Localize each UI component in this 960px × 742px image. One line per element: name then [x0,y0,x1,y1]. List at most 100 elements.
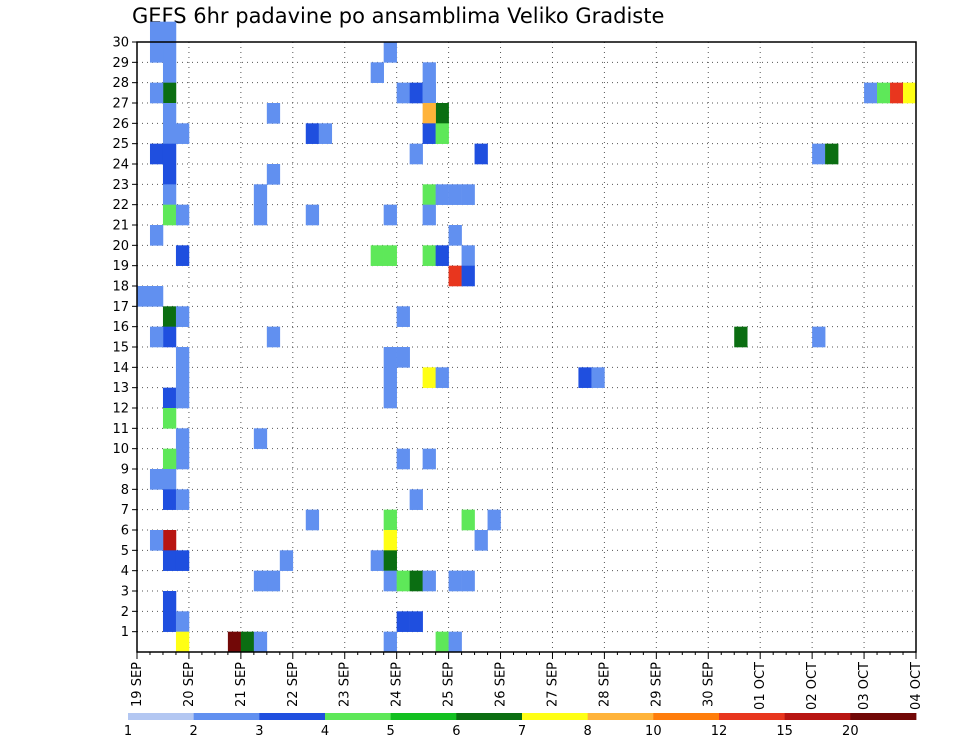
heatmap-cell [175,204,190,226]
heatmap-cell [409,570,423,592]
heatmap-cell [448,184,462,205]
heatmap-cell [162,489,177,510]
heatmap-cell [175,611,190,632]
y-tick-label: 24 [112,158,129,173]
x-tick-label: 04 OCT [909,662,924,710]
legend-swatch [325,713,392,720]
x-tick-label: 25 SEP [442,662,457,707]
x-tick-label: 26 SEP [494,662,509,707]
heatmap-cell [253,428,268,449]
y-tick-label: 18 [112,280,129,295]
x-tick-label: 30 SEP [701,662,716,707]
legend-swatch [259,713,326,720]
y-tick-label: 12 [112,402,129,417]
heatmap-cell [175,428,190,449]
heatmap-cell [383,42,397,63]
heatmap-cell [370,550,384,571]
heatmap-cell [409,82,423,104]
heatmap-cell [370,62,384,83]
heatmap-cell [461,245,475,266]
heatmap-cell [149,21,164,43]
heatmap-cell [162,184,177,205]
heatmap-cell [149,326,164,348]
y-tick-label: 26 [112,117,129,132]
heatmap-cell [175,550,190,571]
heatmap-cell [266,103,281,124]
y-tick-label: 17 [112,300,129,315]
heatmap-cell [253,184,268,205]
x-tick-label: 24 SEP [390,662,405,707]
heatmap-cell [162,326,177,348]
y-tick-label: 1 [121,625,129,640]
y-tick-label: 14 [112,361,129,376]
y-tick-label: 25 [112,137,129,152]
heatmap-cell [162,123,177,144]
heatmap-cell [422,448,436,470]
heatmap-cell [162,387,177,409]
y-tick-label: 13 [112,381,129,396]
heatmap-cell [266,326,281,348]
y-tick-label: 15 [112,341,129,356]
plot-frame [136,41,917,653]
heatmap-cell [253,570,268,592]
legend-swatch [390,713,457,720]
x-tick-label: 23 SEP [338,662,353,707]
heatmap-cell [305,204,320,226]
heatmap-cell [162,469,177,490]
y-tick-label: 30 [112,36,129,51]
heatmap-cell [383,367,397,388]
legend-label: 3 [255,724,263,739]
heatmap-cell [591,367,605,388]
heatmap-cell [383,204,397,226]
legend-swatch [587,713,654,720]
y-tick-label: 9 [121,463,129,478]
legend-label: 4 [321,724,329,739]
heatmap-cell [240,631,255,653]
legend-swatch [719,713,786,720]
chart-title: GEFS 6hr padavine po ansamblima Veliko G… [132,4,665,28]
heatmap-cell [383,570,397,592]
heatmap-cell [279,550,294,571]
heatmap-cell [396,611,410,632]
x-tick-label: 20 SEP [182,662,197,707]
heatmap-cell [137,286,151,307]
heatmap-cell [370,245,384,266]
legend-label: 7 [518,724,526,739]
x-tick-label: 01 OCT [753,662,768,710]
heatmap-cell [266,164,281,185]
heatmap-cell [448,570,462,592]
heatmap-cell [383,509,397,531]
heatmap-cell [877,82,891,104]
x-tick-label: 22 SEP [286,662,301,707]
y-tick-label: 29 [112,56,129,71]
heatmap-cell [474,530,488,551]
y-tick-label: 2 [121,605,129,620]
heatmap-cell [175,448,190,470]
heatmap-cell [812,326,826,348]
heatmap-cell [162,62,177,83]
heatmap-cell [149,143,164,165]
heatmap-cell [396,347,410,368]
heatmap-cell [318,123,333,144]
heatmap-cell [162,306,177,327]
heatmap-cell [461,570,475,592]
legend-swatch [653,713,720,720]
heatmap-cell [383,387,397,409]
heatmap-cell [162,408,177,429]
heatmap-cell [435,184,449,205]
y-tick-label: 10 [112,442,129,457]
y-tick-label: 22 [112,198,129,213]
heatmap-cell [448,225,462,246]
heatmap-cell [435,367,449,388]
heatmap-cell [162,591,177,612]
y-tick-label: 23 [112,178,129,193]
heatmap-cell [383,550,397,571]
x-tick-label: 19 SEP [130,662,145,707]
heatmap-cell [409,143,423,165]
legend-swatch [850,713,917,720]
heatmap-cell [461,509,475,531]
heatmap-cell [461,265,475,287]
legend-swatch [456,713,523,720]
heatmap-cell [461,184,475,205]
legend-label: 12 [711,724,728,739]
